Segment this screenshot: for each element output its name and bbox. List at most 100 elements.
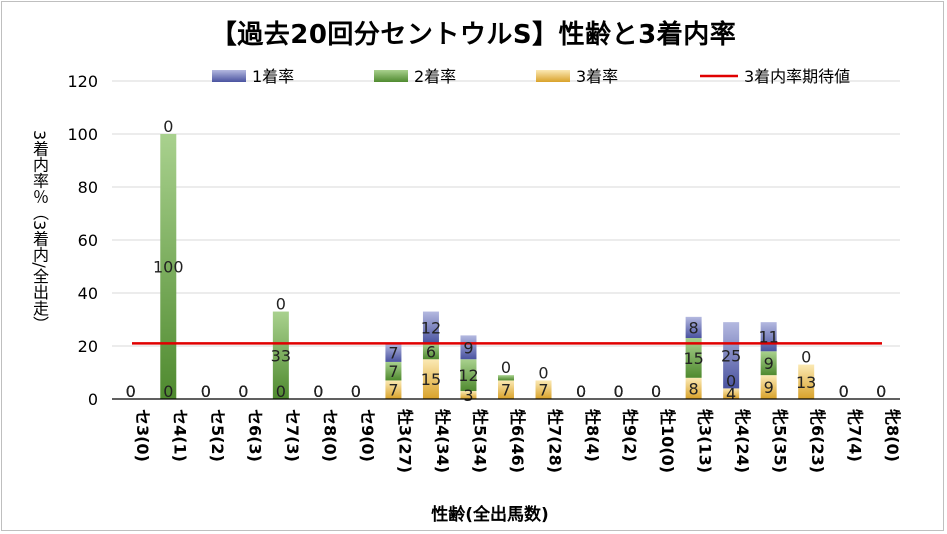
data-label: 3 — [463, 386, 473, 405]
data-label: 0 — [201, 382, 211, 401]
data-label: 9 — [764, 378, 774, 397]
legend-swatch — [536, 70, 570, 82]
x-tick-label: 牡6(46) — [508, 409, 527, 473]
data-label: 7 — [388, 362, 398, 381]
x-tick-label: セ5(2) — [208, 409, 227, 462]
data-label: 0 — [839, 382, 849, 401]
x-tick-label: 牡4(34) — [433, 409, 452, 473]
data-label: 0 — [201, 382, 211, 401]
x-tick-label: 牝3(13) — [696, 409, 715, 473]
x-tick-label: 牝7(4) — [846, 409, 865, 462]
x-tick-label: 牡8(4) — [583, 409, 602, 462]
x-tick-label: セ7(3) — [283, 409, 302, 462]
y-axis-label: 3着内率％（3着内/全出走） — [30, 130, 49, 332]
bar-segment — [460, 335, 477, 360]
y-tick-label: 60 — [78, 231, 98, 250]
legend-label: 3着内率期待値 — [744, 67, 850, 86]
x-tick-label: セ3(0) — [133, 409, 152, 462]
bar-segment — [272, 311, 289, 399]
data-label: 0 — [351, 382, 361, 401]
data-label: 15 — [421, 370, 441, 389]
data-label: 0 — [876, 382, 886, 401]
x-tick-label: 牡7(28) — [546, 409, 565, 473]
bar-segment — [723, 322, 740, 389]
data-label: 0 — [726, 371, 736, 390]
x-tick-label: 牝5(35) — [771, 409, 790, 473]
bar-segment — [460, 359, 477, 392]
data-label: 12 — [421, 318, 441, 337]
data-label: 8 — [689, 379, 699, 398]
data-label: 0 — [576, 382, 586, 401]
bar-segment — [685, 316, 702, 339]
data-label: 0 — [163, 382, 173, 401]
data-label: 0 — [163, 117, 173, 136]
data-label: 13 — [796, 373, 816, 392]
bar-segment — [160, 134, 177, 399]
x-tick-label: 牡3(27) — [395, 409, 414, 473]
bar-segment — [385, 380, 402, 399]
x-tick-label: セ6(3) — [245, 409, 264, 462]
data-label: 0 — [501, 358, 511, 377]
x-tick-label: 牡10(0) — [658, 409, 677, 473]
data-label: 7 — [501, 381, 511, 400]
data-label: 0 — [126, 382, 136, 401]
bar-segment — [385, 343, 402, 362]
data-label: 0 — [351, 382, 361, 401]
data-label: 0 — [839, 382, 849, 401]
x-axis-label: 性齢(全出馬数) — [431, 505, 549, 525]
data-label: 0 — [876, 382, 886, 401]
data-label: 0 — [613, 382, 623, 401]
data-label: 33 — [271, 346, 291, 365]
bar-segment — [422, 343, 439, 360]
bar-segment — [498, 375, 514, 381]
bar-segment — [723, 388, 740, 399]
data-label: 15 — [683, 349, 703, 368]
data-label: 7 — [388, 381, 398, 400]
x-tick-label: セ4(1) — [170, 409, 189, 462]
legend-label: 1着率 — [252, 67, 294, 86]
y-tick-label: 20 — [78, 337, 98, 356]
data-label: 11 — [758, 328, 778, 347]
data-label: 0 — [613, 382, 623, 401]
data-label: 0 — [876, 382, 886, 401]
data-label: 7 — [538, 381, 548, 400]
y-tick-label: 0 — [88, 390, 98, 409]
data-label: 0 — [238, 382, 248, 401]
legend-label: 2着率 — [414, 67, 456, 86]
legend-label: 3着率 — [576, 67, 618, 86]
data-label: 0 — [576, 382, 586, 401]
x-tick-label: 牝4(24) — [733, 409, 752, 473]
bar-segment — [422, 359, 439, 399]
data-label: 9 — [463, 338, 473, 357]
data-label: 12 — [458, 366, 478, 385]
data-label: 0 — [351, 382, 361, 401]
y-tick-label: 100 — [67, 125, 98, 144]
data-label: 0 — [126, 382, 136, 401]
data-label: 0 — [613, 382, 623, 401]
bar-segment — [685, 377, 702, 399]
data-label: 0 — [839, 382, 849, 401]
x-tick-label: セ9(0) — [358, 409, 377, 462]
data-label: 0 — [238, 382, 248, 401]
data-label: 7 — [388, 344, 398, 363]
legend-swatch — [212, 70, 246, 82]
x-tick-label: 牡5(34) — [470, 409, 489, 473]
data-label: 25 — [721, 346, 741, 365]
x-tick-label: 牡9(2) — [621, 409, 640, 462]
data-label: 0 — [801, 348, 811, 367]
bar-segment — [535, 380, 552, 399]
data-label: 0 — [651, 382, 661, 401]
data-label: 0 — [201, 382, 211, 401]
data-label: 0 — [538, 363, 548, 382]
y-tick-label: 40 — [78, 284, 98, 303]
bar-segment — [798, 364, 815, 399]
data-label: 0 — [126, 382, 136, 401]
x-tick-label: 牝8(0) — [883, 409, 902, 462]
bar-segment — [498, 380, 514, 399]
legend-swatch — [374, 70, 408, 82]
data-label: 100 — [153, 258, 184, 277]
data-label: 0 — [276, 295, 286, 314]
data-label: 0 — [651, 382, 661, 401]
